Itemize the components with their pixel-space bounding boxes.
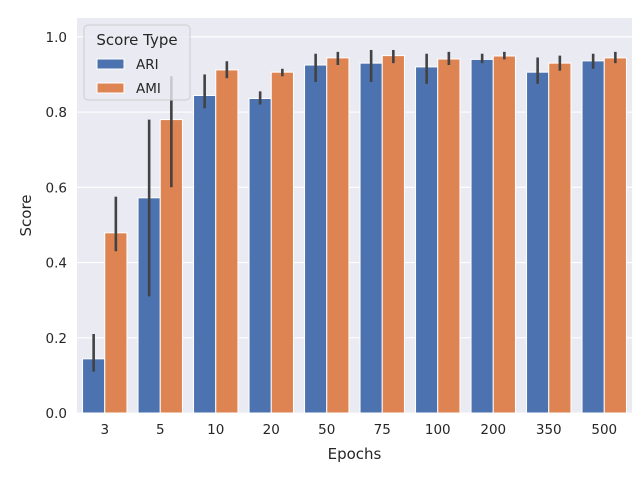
x-tick-label: 75 <box>374 422 391 438</box>
y-axis-ticks: 0.0 0.2 0.4 0.6 0.8 1.0 <box>46 30 67 422</box>
bars <box>82 55 627 414</box>
legend-box <box>83 24 191 101</box>
y-tick-label: 1.0 <box>46 30 67 46</box>
legend-swatch-ami <box>96 82 125 94</box>
x-tick-label: 350 <box>536 422 562 438</box>
legend: Score Type ARI AMI <box>83 24 191 101</box>
bar-ari-100 <box>415 66 439 414</box>
x-axis-ticks: 3 5 10 20 50 75 100 200 350 500 <box>100 422 617 438</box>
y-tick-label: 0.8 <box>46 105 67 121</box>
bar-ami-500 <box>603 57 627 414</box>
x-tick-label: 50 <box>318 422 335 438</box>
bar-ari-50 <box>304 64 328 414</box>
x-tick-label: 3 <box>100 422 109 438</box>
bar-ami-200 <box>492 55 516 414</box>
bar-ari-500 <box>581 60 605 414</box>
bar-ami-350 <box>548 62 572 414</box>
bar-ami-20 <box>270 71 294 414</box>
y-tick-label: 0.2 <box>46 331 67 347</box>
bar-ami-10 <box>215 69 239 414</box>
y-tick-label: 0.6 <box>46 180 67 196</box>
x-tick-label: 20 <box>263 422 280 438</box>
bar-ari-200 <box>470 58 494 414</box>
bar-ami-50 <box>326 57 350 414</box>
legend-swatch-ari <box>96 58 125 70</box>
bar-ami-75 <box>381 55 405 414</box>
bar-ami-100 <box>437 58 461 414</box>
bar-ari-10 <box>193 94 217 414</box>
legend-title: Score Type <box>96 31 177 49</box>
legend-label-ari: ARI <box>136 57 159 73</box>
x-tick-label: 10 <box>207 422 224 438</box>
y-axis-label: Score <box>17 194 35 236</box>
x-tick-label: 100 <box>425 422 451 438</box>
x-tick-label: 5 <box>156 422 165 438</box>
x-tick-label: 200 <box>480 422 506 438</box>
error-bars <box>92 49 617 372</box>
bar-ari-20 <box>248 98 272 414</box>
x-axis-label: Epochs <box>328 445 382 463</box>
bar-ami-3 <box>104 232 128 414</box>
y-tick-label: 0.4 <box>46 256 67 272</box>
x-tick-label: 500 <box>591 422 617 438</box>
legend-items: ARI AMI <box>96 57 161 97</box>
bar-ari-75 <box>359 62 383 414</box>
legend-label-ami: AMI <box>136 81 161 97</box>
y-tick-label: 0.0 <box>46 406 67 422</box>
bar-ari-350 <box>526 71 550 414</box>
